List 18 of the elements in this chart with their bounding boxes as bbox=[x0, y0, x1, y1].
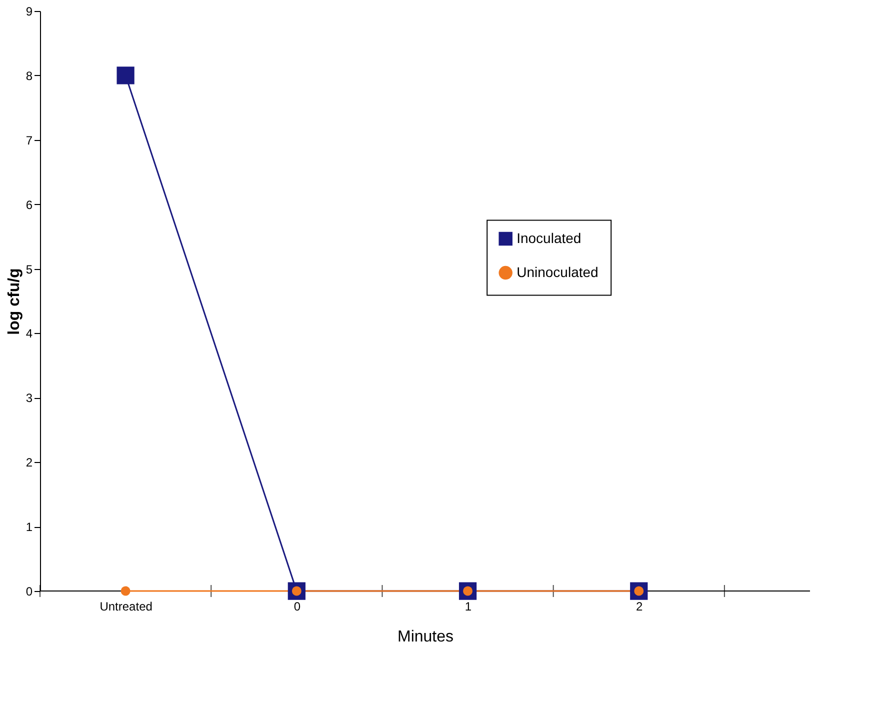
legend-label: Inoculated bbox=[516, 230, 582, 246]
y-tick-label: 0 bbox=[26, 584, 33, 598]
y-axis-title: log cfu/g bbox=[6, 268, 23, 335]
y-tick-label: 8 bbox=[26, 68, 33, 83]
y-tick-label: 1 bbox=[26, 520, 33, 534]
x-tick-label: 1 bbox=[464, 600, 472, 614]
x-tick-label: 2 bbox=[636, 600, 644, 614]
y-tick-label: 7 bbox=[26, 133, 33, 148]
y-tick-label: 3 bbox=[26, 391, 33, 406]
x-tick-label: 0 bbox=[294, 600, 301, 614]
legend-label: Uninoculated bbox=[516, 264, 598, 280]
y-tick-label: 2 bbox=[26, 456, 33, 470]
y-tick-label: 5 bbox=[26, 262, 33, 276]
y-tick-label: 6 bbox=[26, 198, 33, 212]
x-axis-title: Minutes bbox=[397, 628, 454, 646]
x-tick-label: Untreated bbox=[100, 600, 152, 614]
y-tick-label: 4 bbox=[26, 326, 33, 341]
y-tick-label: 9 bbox=[26, 4, 33, 18]
